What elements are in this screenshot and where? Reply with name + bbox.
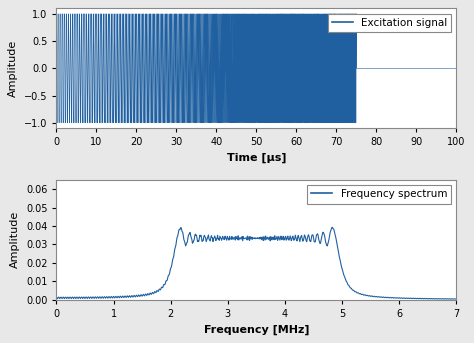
X-axis label: Frequency [MHz]: Frequency [MHz]: [204, 324, 309, 335]
Y-axis label: Amplitude: Amplitude: [9, 40, 18, 97]
Legend: Excitation signal: Excitation signal: [328, 13, 451, 32]
Y-axis label: Amplitude: Amplitude: [10, 211, 20, 269]
X-axis label: Time [μs]: Time [μs]: [227, 153, 286, 163]
Legend: Frequency spectrum: Frequency spectrum: [307, 185, 451, 204]
